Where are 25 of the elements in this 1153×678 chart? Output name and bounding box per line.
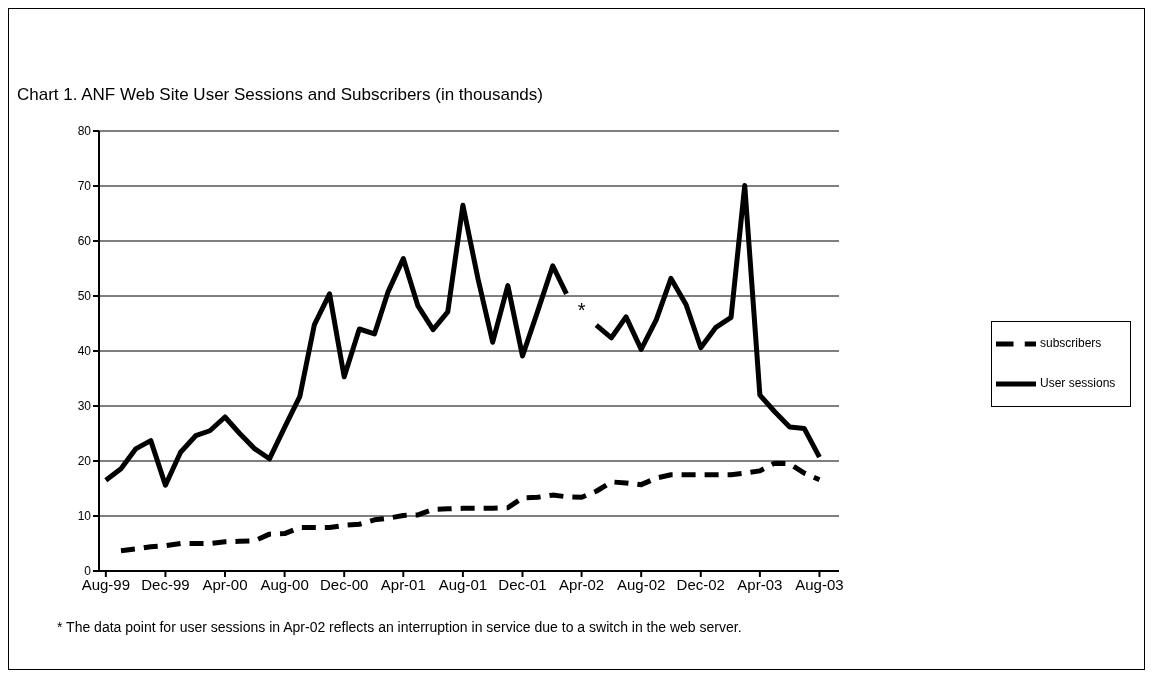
x-tick-label: Aug-01 <box>438 575 488 593</box>
x-tick-label: Aug-02 <box>616 575 666 593</box>
x-tick-label: Aug-00 <box>260 575 309 593</box>
x-tick-label: Apr-00 <box>202 575 248 593</box>
x-tick-label: Apr-01 <box>380 575 426 593</box>
y-tick-label: 20 <box>77 454 92 469</box>
legend-label: User sessions <box>1040 376 1116 391</box>
x-tick-label: Aug-03 <box>795 575 844 593</box>
chart-title: Chart 1. ANF Web Site User Sessions and Subscribers (in thousands) <box>17 85 543 105</box>
y-tick-label: 10 <box>77 509 92 524</box>
x-tick-label: Apr-02 <box>559 575 605 593</box>
y-tick-label: 80 <box>77 124 92 139</box>
y-tick-label: 60 <box>77 234 92 249</box>
text: * The data point for user sessions in Apr-02 reflects an interruption in service due to a switch in the web server. <box>57 619 742 635</box>
x-tick-label: Dec-01 <box>498 575 547 593</box>
x-tick-label: Dec-02 <box>676 575 725 593</box>
y-tick-label: 70 <box>77 179 92 194</box>
y-tick-label: 50 <box>77 289 92 304</box>
y-tick-label: 30 <box>77 399 92 414</box>
y-tick-label: 40 <box>77 344 92 359</box>
x-tick-label: Apr-03 <box>737 575 783 593</box>
x-tick-label: Dec-99 <box>141 575 190 593</box>
x-tick-label: Dec-00 <box>320 575 369 593</box>
annotation: * <box>577 298 586 321</box>
legend-label: subscribers <box>1040 336 1102 351</box>
